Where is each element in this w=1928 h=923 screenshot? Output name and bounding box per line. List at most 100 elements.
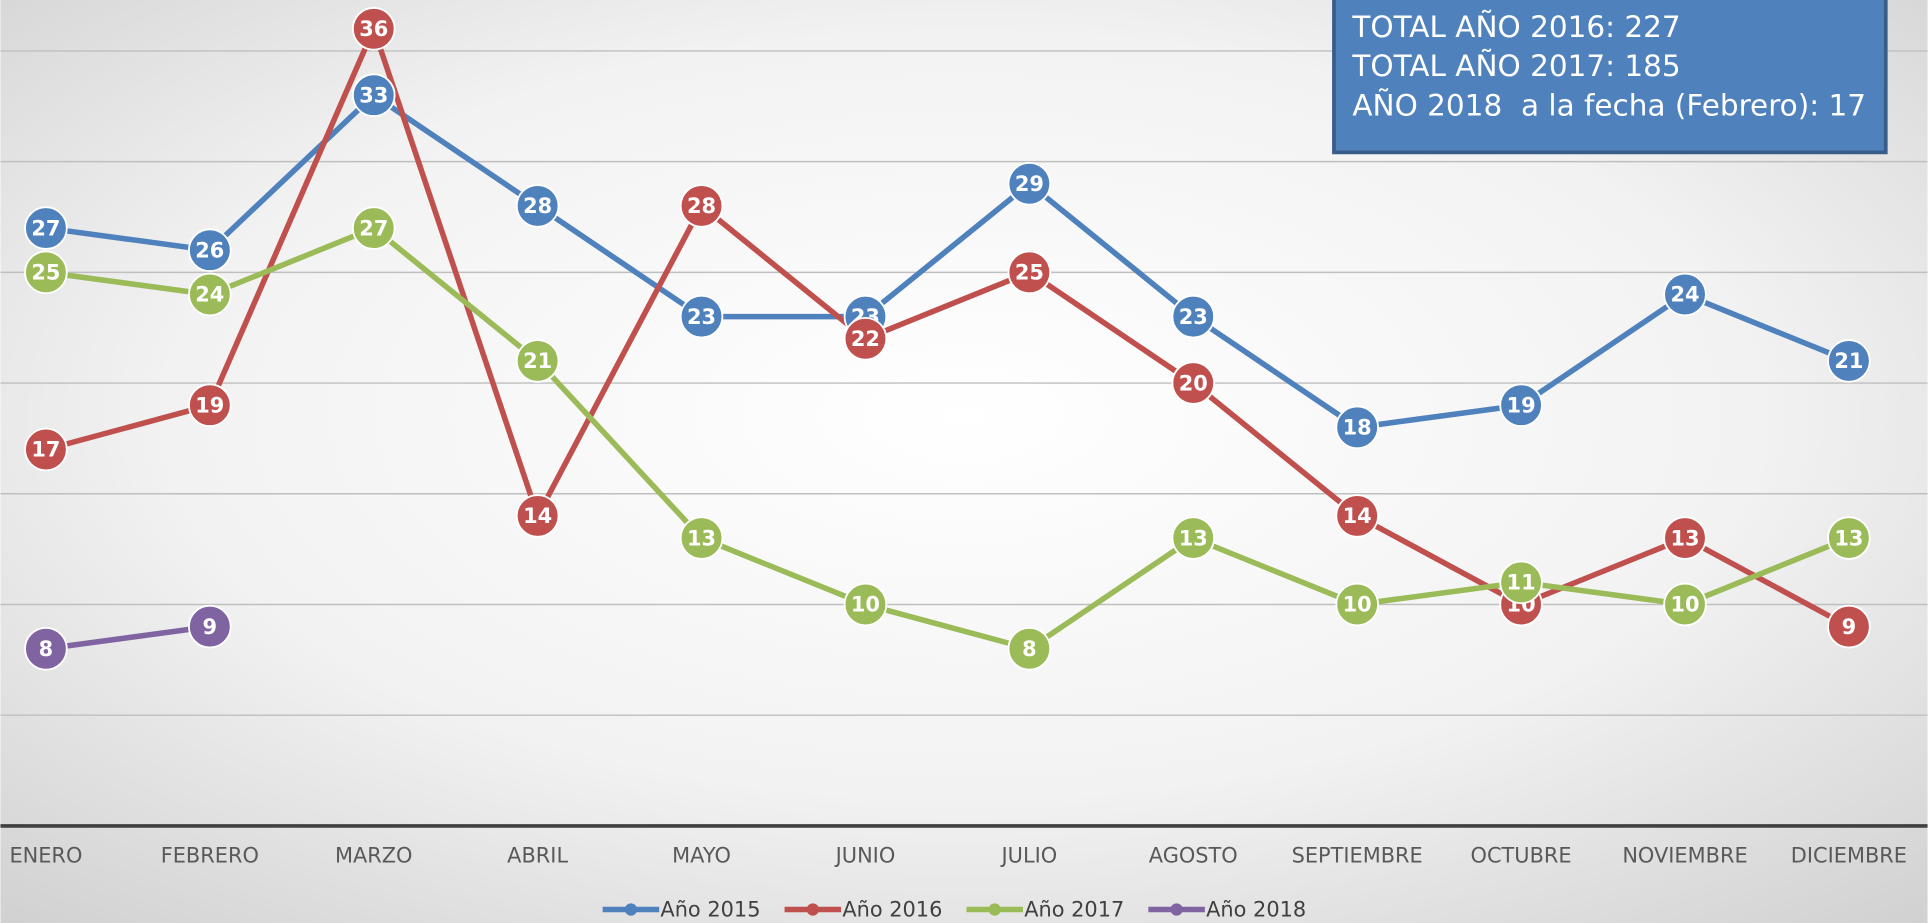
series-line: [45, 92, 1850, 431]
data-label: 9: [1842, 615, 1857, 639]
data-point: [188, 272, 232, 317]
data-point: [679, 294, 724, 339]
data-label: 14: [1343, 504, 1372, 528]
data-point: [515, 339, 560, 383]
data-label: 23: [1179, 305, 1208, 329]
data-point: [1663, 582, 1707, 627]
data-point: [1827, 339, 1871, 383]
data-label: 18: [1343, 416, 1372, 440]
data-label: 13: [1834, 526, 1863, 550]
legend-marker: [806, 903, 819, 916]
data-label: 13: [1670, 526, 1699, 550]
x-tick-label: ENERO: [9, 844, 82, 868]
data-point: [1335, 405, 1379, 450]
x-tick-label: FEBRERO: [161, 844, 259, 868]
series-line: [45, 26, 1851, 630]
data-label: 13: [1179, 526, 1208, 550]
data-point: [1663, 516, 1707, 560]
data-point: [24, 427, 68, 472]
data-label: 13: [687, 526, 716, 550]
legend-marker: [988, 903, 1001, 916]
legend-label: Año 2016: [842, 898, 942, 922]
data-label: 19: [1507, 393, 1536, 417]
data-label: 28: [687, 194, 716, 218]
data-label: 21: [1834, 349, 1863, 373]
data-label: 24: [1670, 283, 1699, 307]
legend-marker: [624, 903, 638, 916]
data-label: 11: [1507, 571, 1536, 595]
data-label: 26: [195, 238, 224, 262]
data-label: 20: [1179, 371, 1208, 395]
data-point: [1007, 626, 1052, 671]
data-point: [24, 250, 68, 295]
x-tick-label: JULIO: [1000, 844, 1058, 868]
data-point: [1827, 516, 1871, 560]
data-point: [1335, 494, 1379, 538]
data-point: [351, 206, 396, 250]
data-label: 25: [1015, 261, 1044, 285]
data-point: [24, 626, 68, 671]
data-label: 29: [1015, 172, 1044, 196]
x-tick-label: SEPTIEMBRE: [1292, 844, 1423, 868]
data-point: [24, 206, 68, 250]
data-label: 27: [31, 216, 60, 240]
series-line: [45, 623, 211, 652]
x-tick-label: MARZO: [335, 844, 413, 868]
data-point: [1499, 560, 1543, 605]
data-label: 25: [31, 261, 60, 285]
legend-label: Año 2015: [660, 898, 760, 922]
data-point: [351, 73, 396, 118]
data-label: 9: [203, 615, 218, 639]
x-tick-label: NOVIEMBRE: [1622, 844, 1747, 868]
data-label: 24: [195, 283, 224, 307]
data-label: 22: [851, 327, 880, 351]
x-tick-label: ABRIL: [507, 844, 568, 868]
data-label: 14: [523, 504, 552, 528]
note-line: TOTAL AÑO 2017: 185: [1351, 48, 1680, 83]
data-point: [679, 516, 724, 560]
note-box: [1332, 0, 1888, 155]
data-label: 27: [359, 216, 388, 240]
data-label: 10: [1343, 593, 1372, 617]
data-label: 19: [195, 393, 224, 417]
x-tick-label: DICIEMBRE: [1791, 844, 1907, 868]
x-tick-label: MAYO: [672, 844, 731, 868]
data-point: [1171, 294, 1216, 339]
legend-label: Año 2017: [1024, 898, 1124, 922]
data-point: [1827, 604, 1871, 649]
data-label: 10: [851, 593, 880, 617]
data-point: [188, 383, 232, 428]
legend-marker: [1170, 903, 1183, 916]
data-label: 28: [523, 194, 552, 218]
series-line: [45, 225, 1850, 652]
data-label: 33: [359, 83, 388, 107]
legend-label: Año 2018: [1206, 898, 1306, 922]
data-label: 8: [1022, 637, 1037, 661]
data-point: [1663, 272, 1707, 317]
data-point: [1335, 582, 1379, 627]
data-point: [1499, 383, 1543, 428]
data-point: [1171, 516, 1216, 560]
data-point: [351, 6, 396, 51]
data-point: [843, 582, 888, 627]
data-point: [1171, 361, 1216, 405]
data-point: [515, 494, 560, 538]
x-tick-label: OCTUBRE: [1471, 844, 1572, 868]
data-label: 10: [1670, 593, 1699, 617]
data-point: [843, 316, 888, 361]
data-label: 21: [523, 349, 552, 373]
data-point: [679, 184, 724, 228]
data-point: [1007, 161, 1052, 206]
data-label: 36: [359, 17, 388, 41]
x-tick-label: JUNIO: [834, 844, 896, 868]
note-line: AÑO 2018 a la fecha (Febrero): 17: [1352, 87, 1866, 122]
data-label: 17: [31, 438, 60, 462]
data-point: [515, 184, 560, 228]
data-point: [1007, 250, 1052, 295]
data-label: 8: [39, 637, 54, 661]
data-point: [188, 604, 232, 649]
x-tick-label: AGOSTO: [1149, 844, 1238, 868]
data-label: 23: [687, 305, 716, 329]
